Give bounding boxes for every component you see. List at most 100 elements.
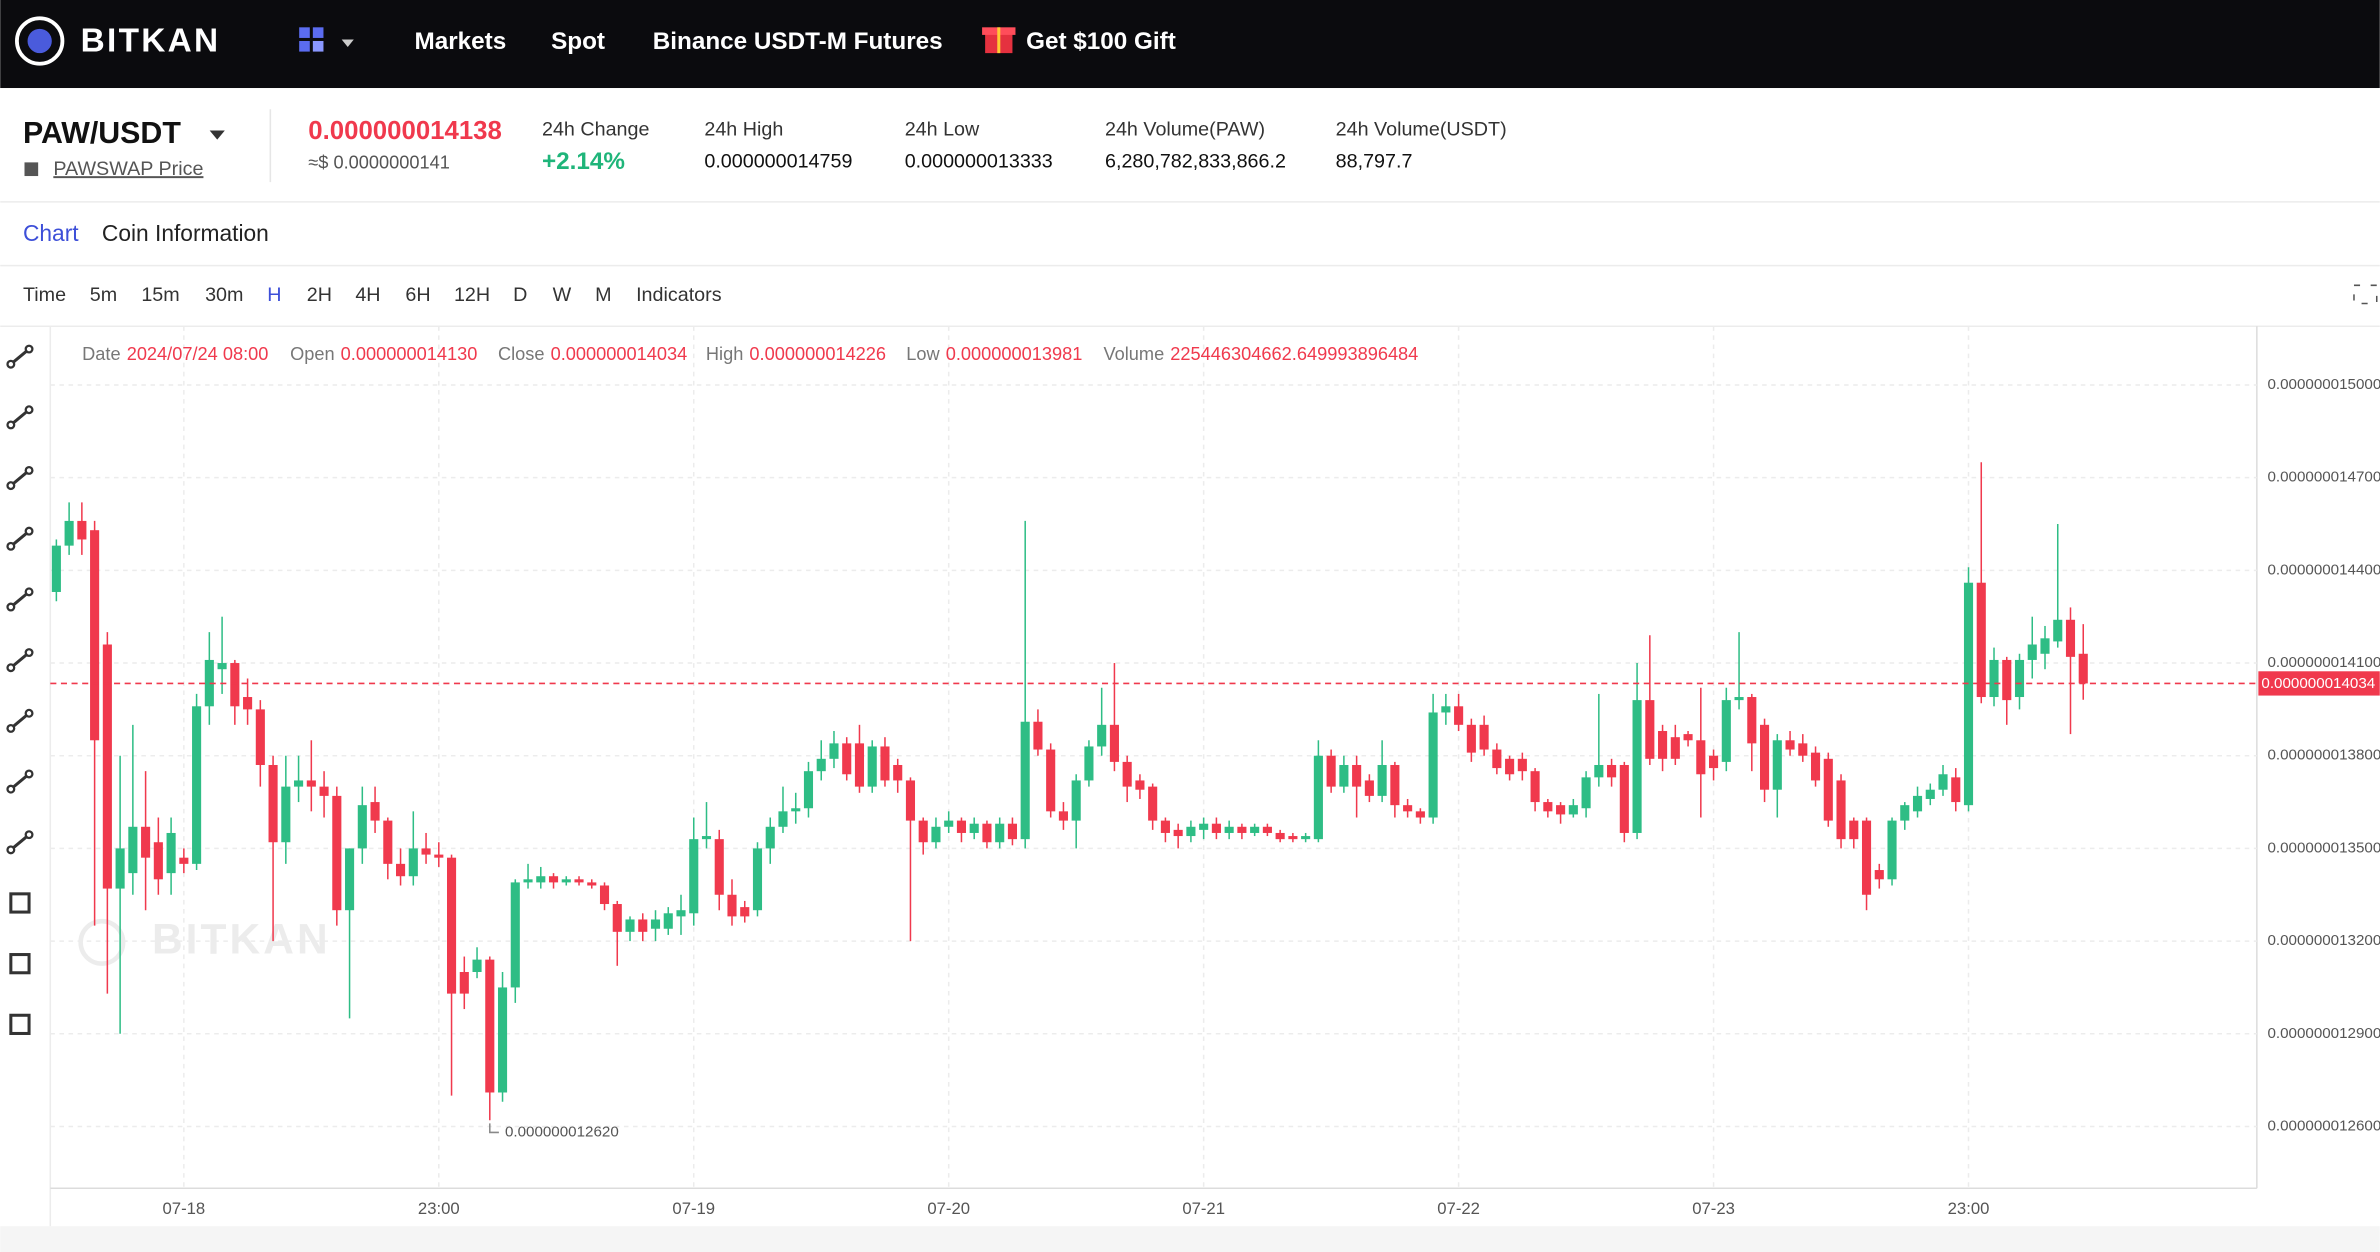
timeframe[interactable]: Indicators: [636, 284, 722, 306]
candle-body: [1543, 802, 1553, 812]
tab-active[interactable]: Chart: [23, 220, 79, 246]
candle-body: [141, 826, 151, 858]
watermark: BITKAN: [152, 917, 331, 964]
candle-body: [1160, 820, 1170, 833]
candle-body: [701, 836, 712, 840]
candle-body: [1084, 746, 1094, 781]
candle-body: [357, 805, 367, 849]
candle-body: [1989, 659, 1999, 698]
ohlc-item: Volume 225446304662.649993896484: [1103, 344, 1418, 364]
candle-body: [1632, 700, 1642, 833]
candle-body: [77, 520, 87, 540]
stat-value: +2.14%: [542, 148, 625, 175]
timeframe[interactable]: 4H: [355, 284, 380, 306]
candle-body: [497, 987, 508, 1093]
candle-body: [931, 826, 941, 843]
candle-body: [1645, 700, 1655, 759]
candle-body: [1823, 758, 1833, 821]
candle-body: [1211, 823, 1221, 833]
candle-body: [1721, 700, 1731, 762]
nav-item[interactable]: Markets: [415, 28, 507, 55]
tool-icon[interactable]: [9, 1013, 31, 1035]
candle-body: [51, 545, 61, 592]
candle-body: [1798, 743, 1808, 756]
tool-dot: [6, 359, 16, 369]
candle-body: [918, 820, 928, 843]
timeframe[interactable]: M: [595, 284, 611, 306]
timeframe[interactable]: 15m: [141, 284, 179, 306]
candle-body: [1976, 582, 1986, 698]
y-tick-label: 0.000000013200: [2267, 932, 2380, 949]
candle-body: [1352, 764, 1362, 787]
candle-body: [1887, 820, 1897, 880]
candle-body: [1428, 712, 1438, 818]
candle-body: [1364, 780, 1374, 796]
tool-icon[interactable]: [9, 953, 31, 975]
candle-body: [243, 697, 253, 710]
candle-body: [1301, 836, 1311, 840]
candle-body: [2053, 619, 2063, 642]
candle-body: [1709, 755, 1719, 769]
candle-body: [982, 823, 992, 843]
ohlc-label: Close: [498, 344, 545, 364]
ohlc-item: Date 2024/07/24 08:00: [82, 344, 268, 364]
candle-body: [778, 811, 788, 827]
candle-body: [459, 971, 469, 994]
candle-body: [485, 959, 495, 1093]
timeframe[interactable]: H: [267, 284, 281, 306]
footer: [0, 1226, 2380, 1252]
nav-item[interactable]: Spot: [551, 28, 605, 55]
source-link[interactable]: PAWSWAP Price: [53, 158, 203, 180]
candle-body: [727, 894, 737, 917]
candle-body: [1951, 777, 1961, 803]
timeframe[interactable]: W: [553, 284, 572, 306]
tool-icon[interactable]: [9, 892, 31, 914]
pair-caret[interactable]: [209, 130, 225, 140]
candle-body: [1033, 721, 1043, 750]
candle-body: [1696, 740, 1706, 775]
candle-body: [969, 823, 979, 833]
timeframe[interactable]: 12H: [454, 284, 490, 306]
stats: 24h Change +2.14% 24h High 0.000000014759 24…: [542, 119, 1507, 175]
timeframe[interactable]: 6H: [405, 284, 430, 306]
candle-body: [1262, 826, 1272, 833]
y-tick-label: 0.000000012900: [2267, 1025, 2380, 1042]
brand: BITKAN: [81, 22, 221, 59]
candle-body: [650, 919, 661, 929]
candle-body: [1390, 764, 1400, 806]
candle-body: [765, 826, 775, 849]
candle-body: [714, 839, 724, 895]
candle-body: [638, 919, 648, 932]
timeframe[interactable]: 5m: [90, 284, 117, 306]
candle-body: [1912, 795, 1923, 812]
nav-item[interactable]: Binance USDT-M Futures: [653, 28, 943, 55]
timeframe[interactable]: 2H: [307, 284, 332, 306]
candle-body: [663, 913, 673, 929]
candle-body: [816, 758, 826, 772]
candle-body: [803, 771, 814, 809]
ohlc-label: High: [706, 344, 743, 364]
apps-menu[interactable]: [299, 27, 354, 52]
low-label: 0.000000012620: [505, 1123, 619, 1140]
candle-body: [1849, 820, 1859, 840]
timeframe[interactable]: D: [513, 284, 527, 306]
candle-body: [1658, 731, 1668, 759]
candle-body: [1734, 697, 1744, 701]
candle-body: [1020, 721, 1030, 840]
tool-dot: [24, 344, 34, 354]
gift-link[interactable]: Get $100 Gift: [982, 27, 1176, 55]
tab[interactable]: Coin Information: [102, 220, 269, 246]
candle-body: [1938, 774, 1948, 790]
ohlc-value: 0.000000014130: [341, 344, 478, 364]
last-price-tag: [2258, 671, 2380, 696]
ohlc-bar: Date 2024/07/24 08:00 Open 0.000000014130 Cl…: [82, 344, 1418, 364]
ohlc-item: High 0.000000014226: [706, 344, 886, 364]
candle-body: [1785, 740, 1795, 750]
fullscreen[interactable]: [2353, 284, 2378, 305]
x-tick-label: 07-20: [927, 1199, 970, 1218]
candle-body: [1313, 755, 1323, 840]
timeframe[interactable]: 30m: [205, 284, 243, 306]
logo[interactable]: BITKAN: [15, 16, 221, 66]
candle-body: [102, 644, 112, 889]
